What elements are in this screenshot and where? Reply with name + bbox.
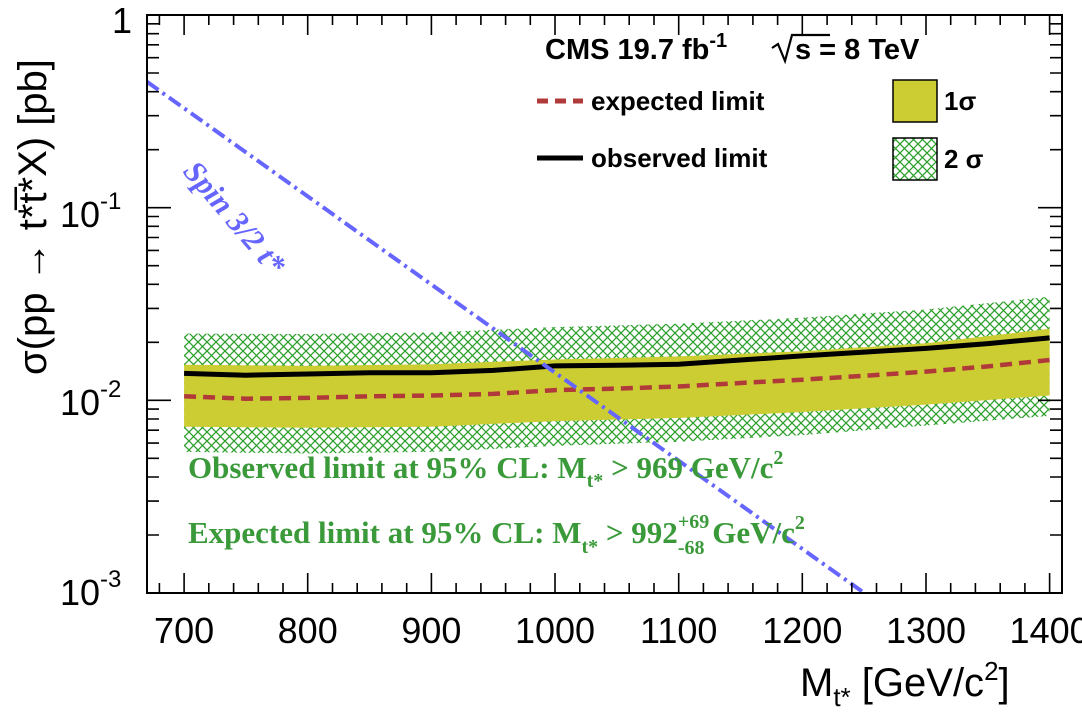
x-tick-label: 1400 <box>1010 610 1082 651</box>
legend-1sigma-label: 1σ <box>944 86 976 116</box>
axis-ticks <box>147 15 1062 594</box>
x-tick-label: 800 <box>278 610 338 651</box>
y-tick-label-0.01: 10-2 <box>60 376 121 423</box>
legend-observed-label: observed limit <box>591 143 768 173</box>
x-tick-label: 1200 <box>762 610 842 651</box>
legend-expected-label: expected limit <box>591 86 765 116</box>
legend-2sigma-swatch <box>892 137 938 181</box>
y-tick-label-1: 1 <box>112 0 132 41</box>
x-axis-title: Mt* [GeV/c2] <box>800 656 1010 712</box>
theory-label: Spin 3/2 t* <box>177 154 293 282</box>
x-tick-label: 1000 <box>515 610 595 651</box>
x-tick-label: 700 <box>154 610 214 651</box>
expected-limit-text: Expected limit at 95% CL: Mt* > 992+69 -6… <box>188 511 805 559</box>
cms-label: CMS 19.7 fb-1 <box>545 30 727 66</box>
energy-label: s = 8 TeV <box>795 34 920 66</box>
y-tick-label-0.001: 10-3 <box>60 566 121 613</box>
theory-line <box>147 80 866 593</box>
legend: expected limit observed limit 1σ 2 σ <box>537 79 984 181</box>
x-tick-label: 1300 <box>886 610 966 651</box>
sqrt-symbol <box>771 33 830 65</box>
y-axis-title: σ(pp → t*t̅*X) [pb] <box>11 59 55 375</box>
legend-1sigma-swatch <box>892 79 938 123</box>
x-tick-label: 1100 <box>640 610 717 651</box>
observed-limit-line <box>184 335 1050 378</box>
x-tick-label: 900 <box>401 610 461 651</box>
y-tick-label-0.1: 10-1 <box>60 188 121 235</box>
observed-limit-text: Observed limit at 95% CL: Mt* > 969 GeV/… <box>188 447 783 492</box>
expected-limit-line <box>184 357 1050 401</box>
legend-2sigma-label: 2 σ <box>944 144 984 174</box>
